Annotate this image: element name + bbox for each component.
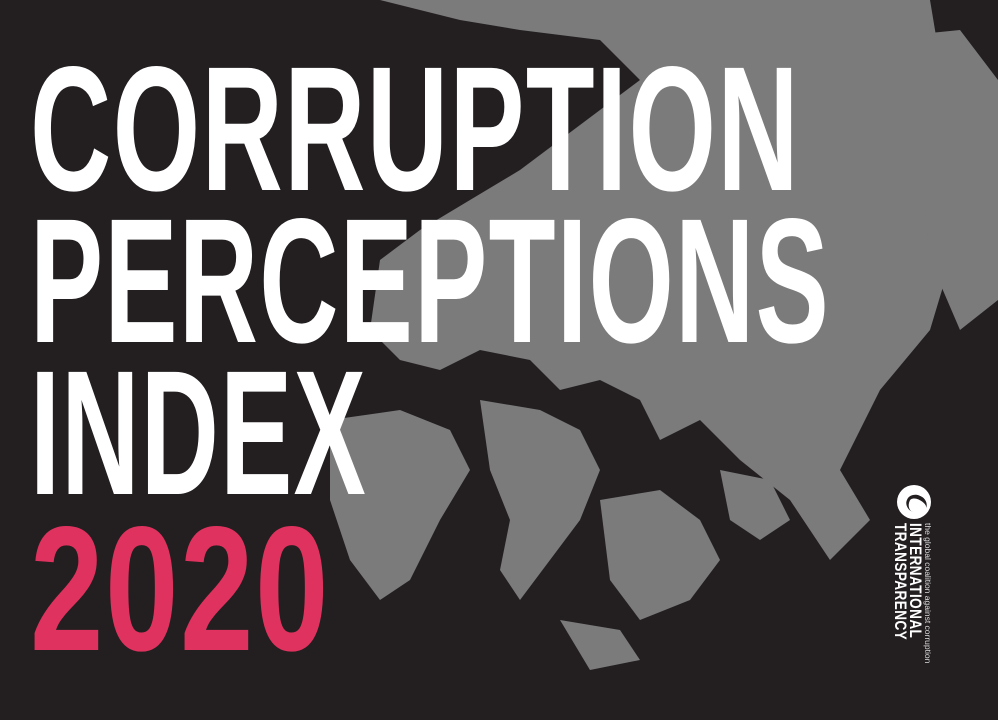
transparency-international-logo: TRANSPARENCY INTERNATIONAL the global co…	[891, 485, 943, 675]
map-landmass-east	[860, 30, 998, 330]
title-line-perceptions: PERCEPTIONS	[30, 180, 830, 380]
map-landmass-india	[330, 410, 470, 600]
globe-icon	[897, 485, 931, 519]
title-year: 2020	[30, 488, 330, 688]
map-landmass-asia	[370, 0, 960, 560]
map-islands	[560, 470, 790, 670]
map-landmass-southeast-asia	[480, 400, 600, 600]
title-line-corruption: CORRUPTION	[30, 28, 800, 228]
title-line-index: INDEX	[30, 332, 367, 532]
logo-text: TRANSPARENCY INTERNATIONAL the global co…	[891, 523, 933, 669]
logo-name-line2: INTERNATIONAL	[906, 523, 925, 639]
